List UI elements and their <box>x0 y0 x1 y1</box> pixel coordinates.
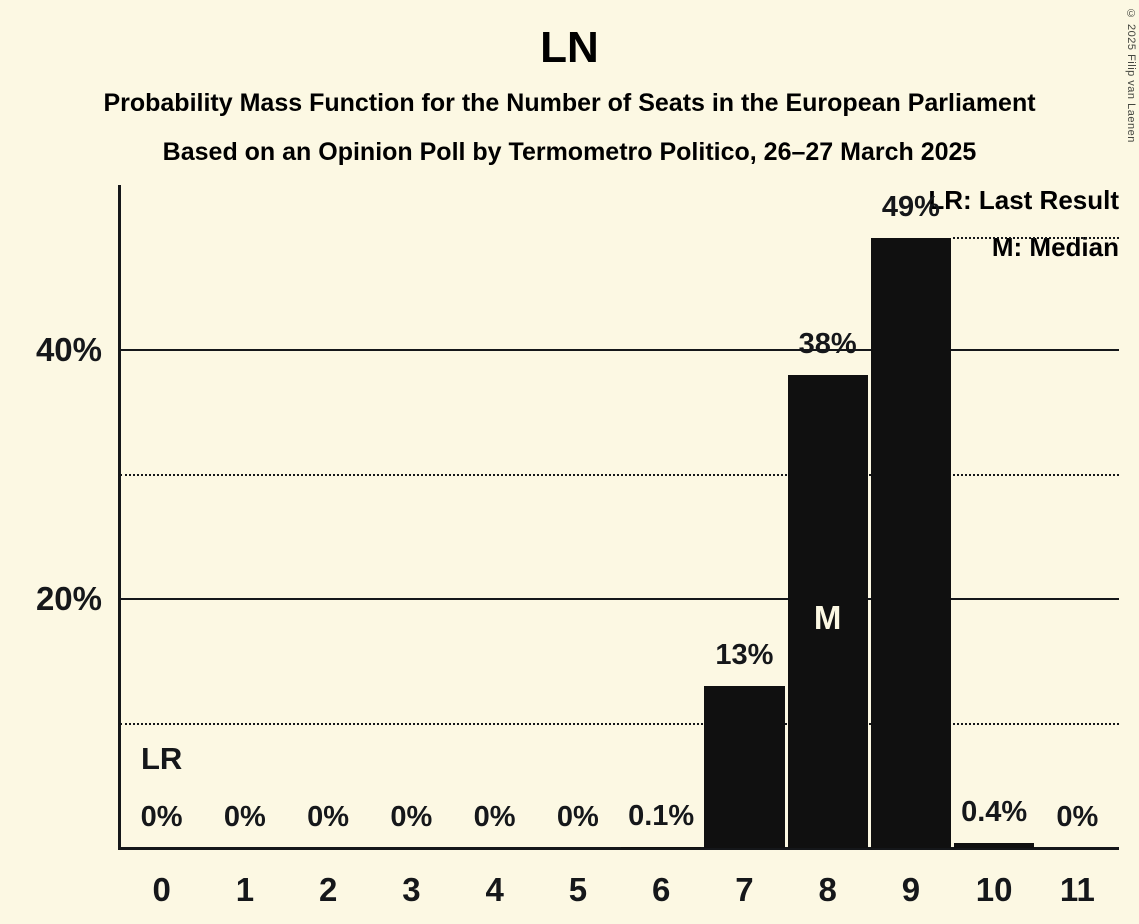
bar-value-label-2: 0% <box>307 801 350 833</box>
bar-value-label-7: 13% <box>715 639 774 672</box>
chart-title: LN <box>540 23 599 72</box>
x-tick-label-2: 2 <box>318 871 338 908</box>
y-axis-line <box>118 185 121 850</box>
bar-8 <box>787 374 868 848</box>
bar-9 <box>870 237 951 848</box>
bar-value-label-4: 0% <box>473 801 516 833</box>
x-tick-label-11: 11 <box>1059 871 1095 908</box>
bar-value-label-6: 0.1% <box>628 799 695 832</box>
bar-value-label-8: 38% <box>798 327 857 360</box>
lr-marker-label: LR <box>140 741 183 776</box>
bar-10 <box>954 843 1035 848</box>
copyright-text: © 2025 Filip van Laenen <box>1125 8 1137 143</box>
median-marker-label: M <box>813 599 842 636</box>
chart-subtitle-1: Probability Mass Function for the Number… <box>103 89 1036 117</box>
gridline-20pct <box>120 598 1119 600</box>
bar-value-label-3: 0% <box>390 801 433 833</box>
y-tick-label-20: 20% <box>35 580 102 617</box>
x-tick-label-9: 9 <box>901 871 921 908</box>
bar-value-label-11: 0% <box>1056 801 1099 833</box>
gridline-40pct <box>120 349 1119 351</box>
x-tick-label-7: 7 <box>735 871 754 908</box>
y-tick-label-40: 40% <box>35 331 102 368</box>
legend-last-result: LR: Last Result <box>928 185 1119 215</box>
chart-subtitle-2: Based on an Opinion Poll by Termometro P… <box>162 138 977 166</box>
x-tick-label-10: 10 <box>975 871 1013 908</box>
bar-value-label-0: 0% <box>140 801 183 833</box>
dotted-line-49pct <box>952 236 1119 239</box>
x-tick-label-3: 3 <box>402 871 421 908</box>
bar-value-label-5: 0% <box>556 801 599 833</box>
x-tick-label-8: 8 <box>818 871 837 908</box>
x-tick-label-1: 1 <box>235 871 255 908</box>
x-tick-label-5: 5 <box>568 871 588 908</box>
gridline-30pct <box>120 473 1119 476</box>
bar-value-label-10: 0.4% <box>961 796 1028 829</box>
x-tick-label-4: 4 <box>485 871 504 908</box>
x-tick-label-0: 0 <box>152 871 171 908</box>
bar-value-label-9: 49% <box>881 190 940 223</box>
gridline-10pct <box>120 722 1119 725</box>
bar-6 <box>621 846 702 848</box>
bar-7 <box>704 686 785 848</box>
x-tick-label-6: 6 <box>651 871 671 908</box>
bar-value-label-1: 0% <box>223 801 266 833</box>
x-axis-line <box>118 847 1119 850</box>
